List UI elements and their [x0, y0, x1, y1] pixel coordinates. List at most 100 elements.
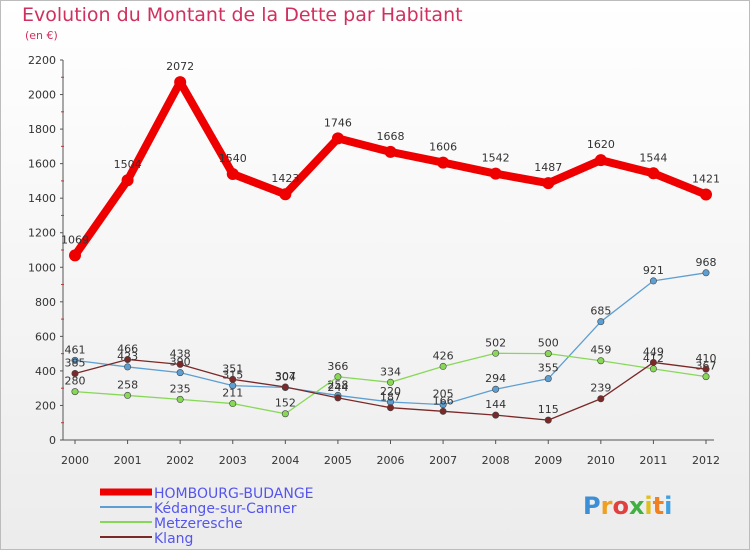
data-point [647, 167, 660, 180]
data-label: 438 [170, 347, 191, 360]
data-label: 244 [327, 381, 348, 394]
x-tick-label: 2010 [587, 454, 615, 467]
data-point [279, 188, 292, 201]
data-label: 304 [275, 370, 296, 383]
logo-letter: i [664, 492, 673, 520]
data-label: 385 [65, 357, 86, 370]
data-point [121, 174, 134, 187]
x-tick-label: 2007 [429, 454, 457, 467]
data-label: 410 [696, 352, 717, 365]
data-point [124, 363, 132, 371]
data-point [649, 365, 657, 373]
x-tick-label: 2003 [219, 454, 247, 467]
data-label: 459 [590, 344, 611, 357]
data-point [71, 369, 79, 377]
data-label: 921 [643, 264, 664, 277]
data-point [331, 132, 344, 145]
y-tick-label: 0 [49, 434, 56, 447]
data-label: 2072 [166, 60, 194, 73]
data-label: 1069 [61, 233, 89, 246]
y-tick-label: 2200 [28, 54, 56, 67]
x-tick-label: 2004 [271, 454, 299, 467]
data-point [544, 375, 552, 383]
logo-letter: P [583, 492, 601, 520]
x-tick-label: 2005 [324, 454, 352, 467]
x-tick-label: 2001 [114, 454, 142, 467]
proxiti-logo: Proxiti [583, 492, 672, 520]
data-point [71, 356, 79, 364]
data-point [544, 350, 552, 358]
data-label: 1544 [639, 151, 667, 164]
chart-title: Evolution du Montant de la Dette par Hab… [22, 4, 463, 26]
y-tick-label: 1800 [28, 123, 56, 136]
y-tick-label: 1600 [28, 158, 56, 171]
data-label: 351 [222, 362, 243, 375]
data-label: 307 [275, 370, 296, 383]
data-point [386, 378, 394, 386]
y-tick-label: 2000 [28, 89, 56, 102]
legend-label: Metzeresche [154, 516, 243, 532]
data-label: 500 [538, 337, 559, 350]
logo-letter: r [600, 492, 613, 520]
data-label: 1746 [324, 116, 352, 129]
data-label: 466 [117, 343, 138, 356]
data-point [176, 395, 184, 403]
x-tick-label: 2011 [639, 454, 667, 467]
x-tick-label: 2008 [482, 454, 510, 467]
data-label: 1421 [692, 173, 720, 186]
data-label: 334 [380, 365, 401, 378]
data-label: 1540 [219, 152, 247, 165]
x-tick-label: 2006 [377, 454, 405, 467]
data-point [492, 349, 500, 357]
data-point [597, 318, 605, 326]
data-label: 1620 [587, 138, 615, 151]
y-tick-label: 600 [35, 330, 56, 343]
data-point [69, 249, 81, 262]
data-label: 294 [485, 372, 506, 385]
data-label: 1487 [534, 161, 562, 174]
data-point [124, 391, 132, 399]
data-label: 685 [590, 305, 611, 318]
logo-letter: t [652, 492, 665, 520]
data-label: 366 [327, 360, 348, 373]
data-point [649, 277, 657, 285]
data-point [439, 407, 447, 415]
logo-letter: i [644, 492, 653, 520]
data-label: 1542 [482, 152, 510, 165]
data-point [492, 411, 500, 419]
data-point [229, 400, 237, 408]
data-point [597, 395, 605, 403]
data-point [176, 360, 184, 368]
data-label: 220 [380, 385, 401, 398]
legend-label: Kédange-sur-Canner [154, 501, 297, 517]
legend-label: HOMBOURG-BUDANGE [154, 486, 314, 502]
data-label: 461 [65, 343, 86, 356]
y-tick-label: 1400 [28, 192, 56, 205]
data-point [384, 145, 397, 158]
x-tick-label: 2012 [692, 454, 720, 467]
data-point [334, 394, 342, 402]
data-point [71, 388, 79, 396]
data-point [281, 410, 289, 418]
data-label: 115 [538, 403, 559, 416]
data-label: 1504 [114, 158, 142, 171]
data-point [226, 168, 239, 180]
data-point [334, 373, 342, 381]
data-label: 355 [538, 362, 559, 375]
data-point [542, 177, 555, 190]
data-point [702, 373, 710, 381]
data-point [700, 188, 712, 201]
data-point [229, 375, 237, 383]
y-tick-label: 1200 [28, 227, 56, 240]
data-point [176, 369, 184, 377]
data-label: 968 [696, 256, 717, 269]
data-label: 1606 [429, 141, 457, 154]
data-label: 144 [485, 398, 506, 411]
x-tick-label: 2009 [534, 454, 562, 467]
legend-label: Klang [154, 531, 193, 547]
data-label: 235 [170, 382, 191, 395]
x-tick-label: 2002 [166, 454, 194, 467]
data-label: 1423 [271, 172, 299, 185]
